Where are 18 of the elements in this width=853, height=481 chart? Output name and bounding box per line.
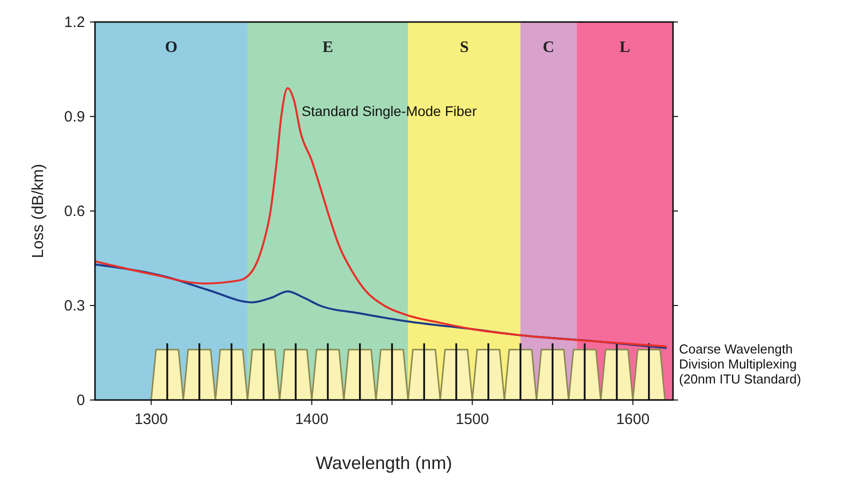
series-label: Coarse Wavelength Division Multiplexing (20nm ITU Standard) [679, 342, 802, 387]
x-tick-label: 1400 [295, 411, 328, 428]
band-label: C [542, 39, 554, 56]
band-label: O [165, 39, 178, 56]
band-label: S [460, 39, 469, 56]
y-tick-label: 0 [76, 392, 85, 409]
series-label: Standard Single-Mode Fiber [302, 103, 478, 120]
x-axis-title: Wavelength (nm) [316, 453, 452, 473]
y-tick-label: 0.9 [64, 108, 85, 126]
y-tick-label: 0.3 [64, 298, 85, 314]
band-label: E [322, 39, 334, 56]
band-label: L [619, 39, 630, 56]
y-axis-title: Loss (dB/km) [30, 164, 47, 258]
x-tick-label: 1600 [616, 411, 650, 428]
y-tick-label: 0.6 [64, 203, 85, 220]
y-tick-label: 1.2 [64, 14, 85, 31]
x-tick-label: 1300 [134, 411, 168, 428]
x-tick-label: 1500 [456, 411, 489, 428]
